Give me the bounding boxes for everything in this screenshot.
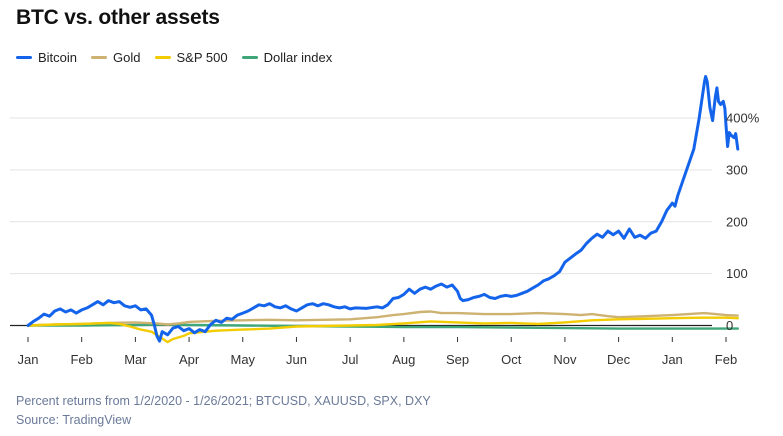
series-line-s-p-500: [26, 316, 739, 344]
x-tick-label-3: Apr: [179, 352, 200, 367]
x-tick-label-5: Jun: [286, 352, 307, 367]
legend-item-bitcoin: Bitcoin: [16, 50, 77, 65]
x-tick-label-13: Feb: [715, 352, 737, 367]
line-chart: Jan Feb Mar Apr May Jun Jul Aug Sep Oct Nov Dec Jan F…: [10, 75, 760, 367]
y-tick-label-200: 200: [726, 214, 748, 229]
x-tick-label-11: Dec: [607, 352, 631, 367]
legend-item-sp500: S&P 500: [154, 50, 228, 65]
legend-label-bitcoin: Bitcoin: [38, 50, 78, 65]
legend-label-dollar-index: Dollar index: [263, 50, 333, 65]
y-tick-label-0: 0: [726, 318, 733, 333]
grid-layer: [10, 117, 712, 327]
legend-swatch-dollar-index: [241, 56, 258, 59]
x-tick-label-1: Feb: [70, 352, 92, 367]
x-tick-label-4: May: [230, 352, 255, 367]
x-tick-label-8: Sep: [446, 352, 469, 367]
x-tick-label-7: Aug: [392, 352, 415, 367]
legend-swatch-sp500: [154, 56, 171, 59]
x-tick-label-10: Nov: [553, 352, 577, 367]
y-tick-label-100: 100: [726, 266, 748, 281]
x-tick-label-12: Jan: [662, 352, 683, 367]
y-axis: 0 100 200 300 400%: [726, 111, 760, 334]
y-tick-label-400: 400%: [726, 111, 760, 126]
x-tick-label-9: Oct: [501, 352, 522, 367]
chart-title: BTC vs. other assets: [16, 6, 220, 29]
legend-label-sp500: S&P 500: [176, 50, 228, 65]
x-tick-label-0: Jan: [18, 352, 39, 367]
footnote-source: Source: TradingView: [16, 413, 132, 427]
legend-label-gold: Gold: [113, 50, 141, 65]
series-line-bitcoin: [26, 75, 740, 343]
legend-swatch-gold: [91, 56, 108, 59]
footnote-percent-returns: Percent returns from 1/2/2020 - 1/26/202…: [16, 394, 431, 408]
legend-item-dollar-index: Dollar index: [241, 50, 333, 65]
x-tick-label-2: Mar: [124, 352, 147, 367]
legend-item-gold: Gold: [91, 50, 141, 65]
y-tick-label-300: 300: [726, 162, 748, 177]
legend-swatch-bitcoin: [16, 56, 32, 59]
x-axis: Jan Feb Mar Apr May Jun Jul Aug Sep Oct Nov Dec Jan F…: [18, 337, 737, 367]
series-layer: [26, 75, 740, 344]
x-tick-label-6: Jul: [342, 352, 359, 367]
chart-legend: Bitcoin Gold S&P 500 Dollar index: [16, 50, 346, 65]
series-line-gold: [26, 310, 739, 327]
